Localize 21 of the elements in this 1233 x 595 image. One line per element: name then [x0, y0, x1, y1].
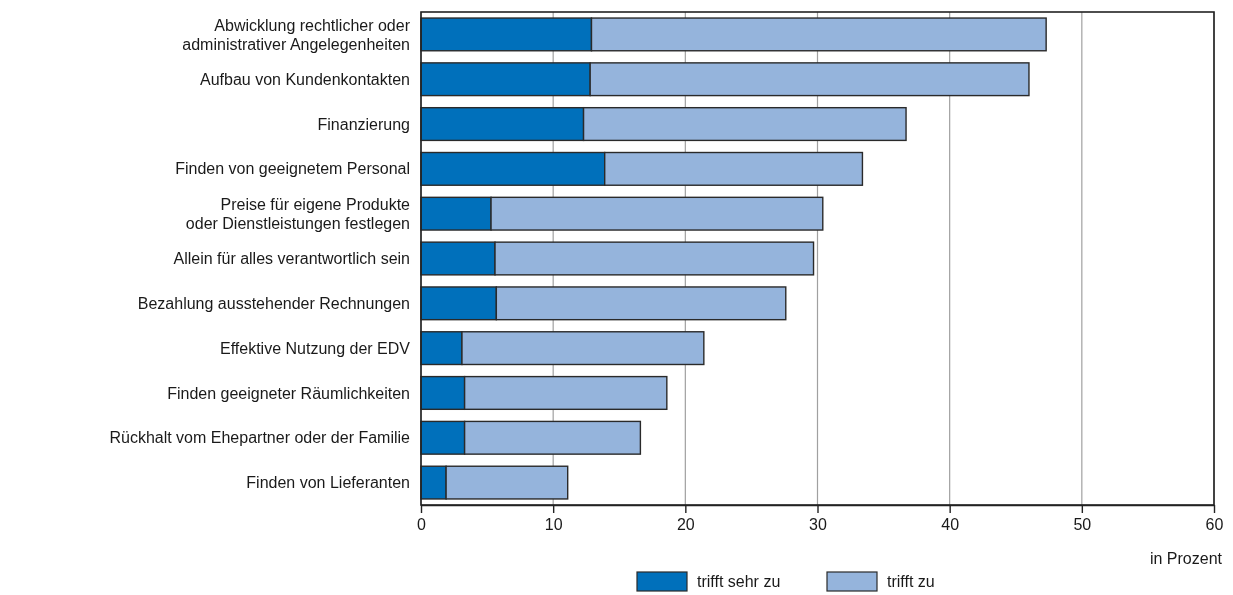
y-tick-label: Finanzierung	[317, 115, 410, 133]
x-tick-label: 20	[676, 516, 695, 534]
x-tick-label: 50	[1073, 516, 1092, 534]
y-tick-label: Rückhalt vom Ehepartner oder der Familie	[109, 429, 411, 447]
x-tick-label: 10	[544, 516, 563, 534]
y-tick-label: Finden von Lieferanten	[246, 474, 410, 492]
y-tick-label: Preise für eigene Produkte oder Dienstleistungen festlegen	[185, 195, 411, 232]
x-tick-label: 60	[1205, 516, 1224, 534]
legend-label: trifft zu	[887, 573, 935, 590]
legend-label: trifft sehr zu	[697, 573, 781, 590]
y-tick-label: Bezahlung ausstehender Rechnungen	[137, 294, 410, 312]
y-tick-label: Finden geeigneter Räumlichkeiten	[167, 384, 410, 402]
y-tick-label: Aufbau von Kundenkontakten	[200, 70, 410, 88]
x-axis-title: in Prozent	[1149, 550, 1223, 567]
y-tick-label: Effektive Nutzung der EDV	[219, 339, 411, 357]
y-tick-label: Allein für alles verantwortlich sein	[173, 250, 410, 268]
y-tick-label: Abwicklung rechtlicher oder administrativer Angelegenheiten	[182, 16, 411, 53]
x-tick-label: 40	[941, 516, 960, 534]
y-tick-label: Finden von geeignetem Personal	[175, 160, 410, 178]
x-tick-label: 0	[417, 516, 427, 534]
x-tick-label: 30	[809, 516, 827, 534]
